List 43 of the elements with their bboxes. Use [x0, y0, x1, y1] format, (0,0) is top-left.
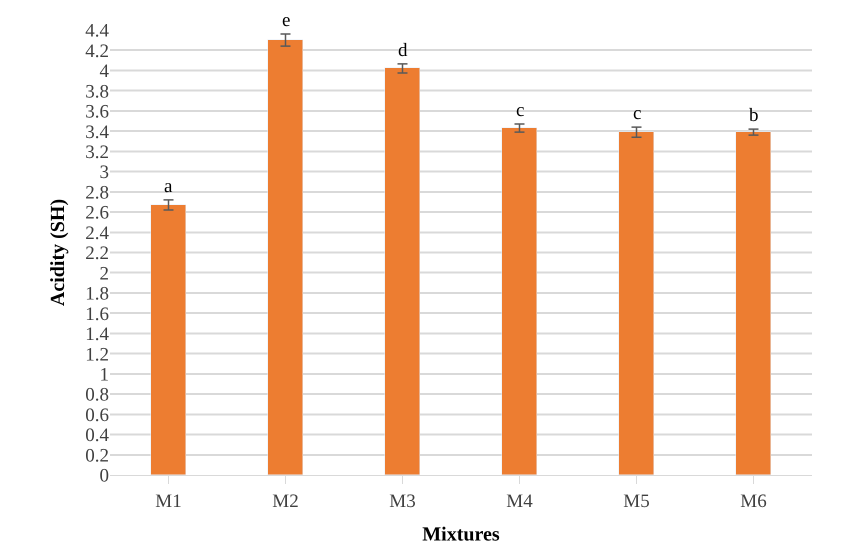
- y-tick-label: 4.4: [85, 20, 110, 42]
- annotation: d: [398, 40, 408, 61]
- y-tick-label: 3.8: [85, 81, 109, 102]
- y-tick-label: 1.8: [85, 284, 109, 305]
- y-tick-label: 4.2: [85, 40, 109, 62]
- y-tick-label: 0.6: [85, 404, 109, 426]
- y-tick-label: 1.2: [85, 344, 109, 366]
- y-tick-label: 2.2: [85, 243, 109, 264]
- bar: [618, 132, 654, 475]
- annotation: a: [164, 176, 173, 197]
- y-tick-label: 2: [100, 263, 109, 284]
- y-tick-label: 0: [100, 466, 109, 487]
- y-tick-label: 3.6: [85, 102, 109, 123]
- y-tick-label: 2.6: [85, 202, 109, 224]
- x-tick-label: M5: [623, 490, 650, 512]
- y-tick-label: 4: [100, 61, 110, 82]
- y-tick-label: 0.2: [85, 445, 109, 466]
- y-tick-label: 2.4: [85, 222, 110, 244]
- y-tick-label: 2.8: [85, 182, 109, 204]
- bar: [736, 132, 771, 475]
- x-tick-label: M4: [506, 490, 534, 512]
- y-tick-label: 1.6: [85, 304, 109, 325]
- y-axis-title: Acidity (SH): [46, 198, 69, 306]
- annotation: e: [282, 10, 290, 31]
- bar: [502, 128, 537, 475]
- annotation: c: [633, 103, 642, 124]
- y-tick-label: 3.2: [85, 142, 109, 164]
- bar: [268, 40, 303, 475]
- annotation: c: [516, 100, 524, 121]
- x-tick-label: M1: [155, 490, 182, 512]
- y-tick-label: 1.4: [85, 324, 110, 346]
- x-axis-title: Mixtures: [422, 523, 500, 546]
- y-tick-label: 3: [100, 162, 109, 184]
- y-tick-label: 1: [100, 364, 109, 386]
- annotation: b: [749, 105, 758, 126]
- x-tick-label: M2: [272, 490, 299, 512]
- x-tick-label: M3: [389, 490, 416, 512]
- bar: [150, 204, 186, 475]
- bar: [384, 68, 420, 475]
- x-tick-label: M6: [740, 490, 767, 512]
- y-tick-label: 3.4: [85, 122, 110, 143]
- y-tick-label: 0.4: [85, 425, 110, 446]
- y-tick-label: 0.8: [85, 384, 109, 406]
